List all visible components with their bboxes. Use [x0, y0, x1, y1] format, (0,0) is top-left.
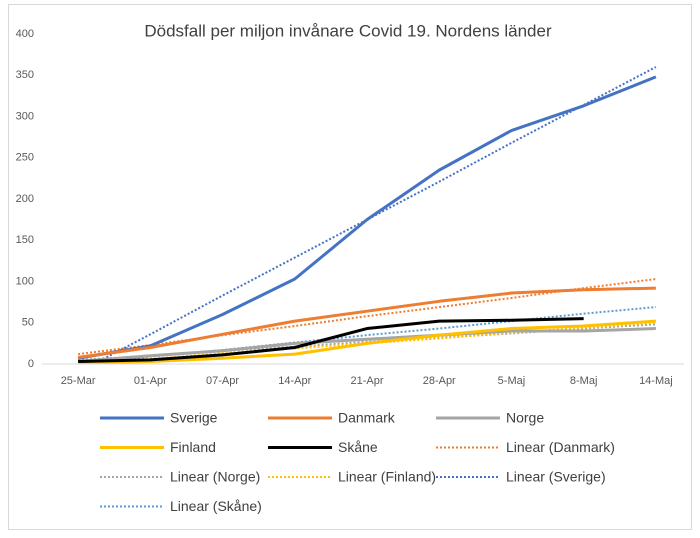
legend-label: Linear (Sverige)	[506, 469, 606, 485]
y-tick-label: 0	[28, 358, 34, 370]
series-line	[78, 317, 584, 364]
chart-title: Dödsfall per miljon invånare Covid 19. N…	[144, 21, 552, 40]
y-tick-label: 400	[16, 28, 34, 40]
x-tick-label: 14-Apr	[278, 375, 311, 387]
x-tick-label: 8-Maj	[570, 375, 598, 387]
series-line	[77, 286, 656, 359]
trend-line	[91, 66, 657, 364]
x-tick-label: 14-Maj	[639, 375, 673, 387]
legend-label: Linear (Danmark)	[506, 439, 615, 455]
y-tick-label: 300	[16, 110, 34, 122]
y-tick-label: 50	[22, 317, 34, 329]
legend-label: Linear (Norge)	[170, 469, 260, 485]
legend-label: Linear (Finland)	[338, 469, 436, 485]
chart-border	[8, 4, 692, 530]
x-tick-label: 07-Apr	[206, 375, 239, 387]
x-tick-label: 21-Apr	[350, 375, 383, 387]
x-tick-label: 25-Mar	[61, 375, 96, 387]
legend-label: Norge	[506, 410, 544, 426]
y-tick-label: 350	[16, 69, 34, 81]
x-tick-label: 01-Apr	[134, 375, 167, 387]
y-tick-label: 200	[16, 193, 34, 205]
series-line	[77, 327, 656, 364]
plot-area	[77, 66, 657, 364]
legend-label: Skåne	[338, 439, 378, 455]
x-tick-label: 5-Maj	[498, 375, 526, 387]
legend-label: Finland	[170, 439, 216, 455]
y-tick-label: 150	[16, 234, 34, 246]
y-tick-label: 250	[16, 152, 34, 164]
legend-label: Linear (Skåne)	[170, 498, 262, 514]
series-line	[78, 319, 656, 364]
series-line	[77, 75, 657, 360]
legend-label: Sverige	[170, 410, 218, 426]
y-tick-label: 100	[16, 275, 34, 287]
legend-label: Danmark	[338, 410, 396, 426]
x-tick-label: 28-Apr	[423, 375, 456, 387]
